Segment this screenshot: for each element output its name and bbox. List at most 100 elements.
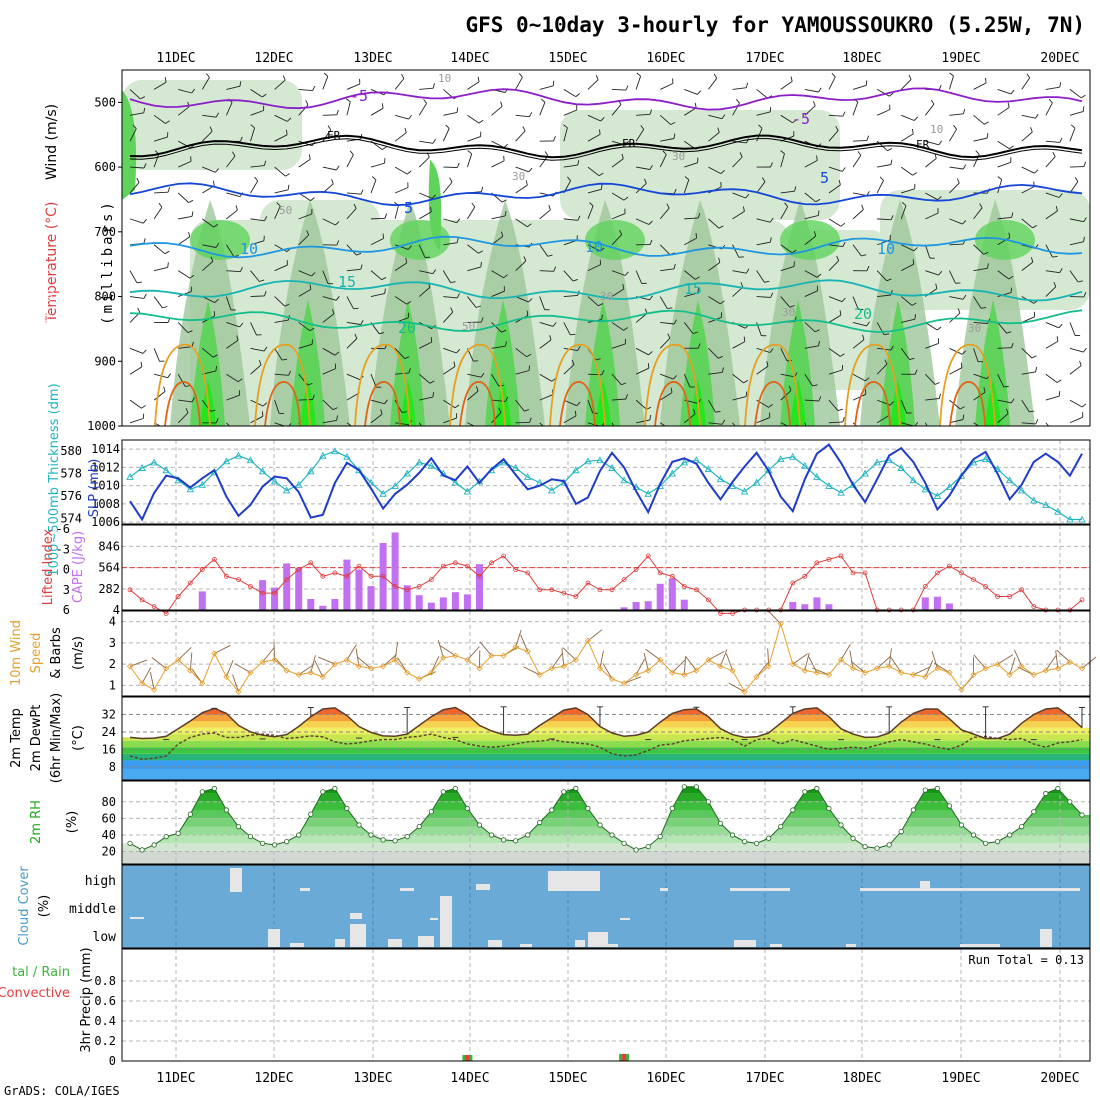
rh-plume-core: [190, 300, 225, 426]
wind-barb-feather: [263, 346, 268, 352]
wind10m-barb: [189, 652, 193, 671]
rh-plume-core: [975, 300, 1010, 426]
wind-barb: [611, 422, 615, 426]
wind-barb-feather: [769, 106, 772, 112]
wind-barb: [226, 373, 239, 383]
precip-panel: 0.80.60.40.20 Run Total = 0.13: [94, 948, 1091, 1068]
rh-point: [886, 842, 892, 848]
wind-barb-feather: [1083, 236, 1085, 242]
date-label: 17DEC: [745, 51, 784, 66]
wind-barb: [973, 373, 987, 380]
wind-barb: [732, 270, 747, 274]
wind-barb-feather: [407, 170, 412, 175]
wind-barb: [901, 114, 915, 121]
rh-tick-label: 80: [102, 795, 116, 809]
wind-barb: [129, 112, 144, 116]
wind10m-barb: [1013, 649, 1023, 667]
wind-barb-feather: [312, 394, 315, 400]
li-tick-label: 0: [63, 563, 70, 577]
cloud-bar: [335, 939, 345, 947]
wind-barb-feather: [790, 76, 793, 82]
cloud-bar: [548, 871, 600, 891]
thickness-point: [945, 483, 954, 490]
wind-barb-feather: [890, 345, 894, 351]
wind-barb-feather: [336, 109, 339, 115]
wind-barb-feather: [622, 284, 625, 290]
thickness-point: [331, 447, 339, 455]
wind-barb: [997, 347, 1012, 349]
pressure-tick-label: 500: [94, 95, 116, 109]
panel-label: Temperature (°C): [44, 202, 60, 324]
wind-barb-feather: [209, 126, 213, 132]
wind-barb: [708, 218, 720, 229]
wind-barb-feather: [141, 405, 146, 409]
wind-barb: [250, 127, 256, 142]
wind10m-point: [862, 669, 869, 676]
wind10m-frame: [121, 610, 1091, 697]
wind-barb: [1045, 210, 1058, 220]
wind-barb: [852, 296, 859, 310]
wind-barb-feather: [404, 127, 407, 133]
rh-point: [705, 799, 712, 805]
wind-barb-feather: [239, 136, 243, 142]
wind10m-barb: [767, 610, 782, 625]
wind-barb: [322, 419, 337, 424]
wind10m-point: [138, 680, 146, 687]
rh-point: [657, 833, 663, 840]
wind-barb: [394, 166, 408, 175]
wind-barb: [370, 162, 385, 168]
thickness-point: [511, 464, 520, 471]
wind-barb: [973, 82, 987, 90]
lifted-index-point: [187, 580, 193, 586]
wind-barb-feather: [577, 160, 580, 166]
thickness-point: [162, 466, 170, 474]
wind10m-point: [548, 665, 555, 672]
wind-barb-feather: [306, 230, 310, 236]
wind-barb-feather: [836, 255, 840, 261]
thickness-point: [1005, 476, 1014, 484]
li-tick-label: -6: [56, 522, 70, 536]
wind-barb: [1045, 156, 1056, 168]
wind-barb: [346, 422, 353, 426]
temp-band: [122, 727, 1090, 735]
wind-barb: [876, 415, 890, 424]
wind-barb: [1021, 186, 1035, 194]
wind-barb: [611, 192, 625, 201]
wind-barb-feather: [191, 341, 194, 347]
wind-barb: [708, 166, 722, 174]
wind-barb: [129, 166, 145, 169]
cape-tick-label: 4: [113, 603, 120, 617]
wind10m-point: [560, 663, 567, 670]
wind-barb: [274, 348, 283, 361]
wind-barb: [1069, 127, 1076, 142]
wind-barb: [443, 366, 456, 375]
wind-barb: [635, 399, 647, 410]
wind-barb-feather: [673, 188, 677, 194]
wind-barb: [394, 114, 409, 120]
wind-barb: [491, 160, 505, 168]
wind-barb: [828, 76, 836, 90]
wind-barb: [418, 103, 427, 116]
wind10m-point: [645, 667, 652, 674]
wind-barb: [1069, 218, 1084, 223]
wind10m-barb: [728, 682, 745, 693]
wind-barb: [370, 374, 377, 388]
wind-barb-feather: [721, 367, 724, 373]
wind-barb: [346, 321, 361, 325]
wind-barb-feather: [983, 387, 986, 393]
wind-barb: [973, 137, 988, 142]
wind10m-barb: [225, 660, 234, 678]
pressure-tick-label: 600: [94, 160, 116, 174]
wind-barb-feather: [336, 240, 340, 246]
cloud-bar: [940, 888, 1080, 891]
wind10m-point: [416, 675, 423, 683]
wind-barb-feather: [1035, 419, 1039, 425]
wind10m-barb: [890, 657, 902, 673]
wind-barb-feather: [380, 409, 383, 415]
cape-bar: [813, 597, 821, 610]
wind-barb: [394, 187, 409, 194]
wind-barb: [226, 322, 240, 328]
wind-barb-feather: [571, 359, 575, 365]
